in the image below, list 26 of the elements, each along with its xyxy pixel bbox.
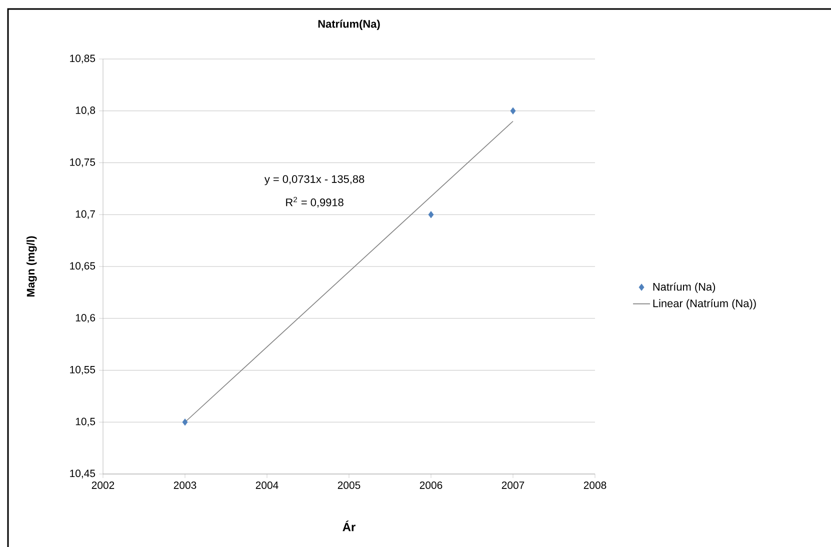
y-tick-label: 10,85 — [70, 54, 96, 64]
y-tick-label: 10,6 — [76, 314, 96, 323]
legend-label: Natríum (Na) — [653, 282, 716, 293]
point — [428, 211, 434, 218]
x-tick-label: 2003 — [174, 482, 196, 489]
x-tick-label: 2006 — [420, 482, 442, 489]
point — [510, 107, 516, 114]
y-tick-label: 10,55 — [70, 366, 96, 375]
annotation: y = 0,0731x - 135,88 — [264, 175, 364, 186]
chart-title: Natríum(Na) — [318, 20, 380, 30]
y-tick-label: 10,5 — [76, 418, 96, 426]
x-tick-label: 2004 — [256, 482, 278, 489]
x-tick-label: 2007 — [502, 482, 524, 489]
x-tick-label: 2002 — [92, 482, 114, 489]
x-axis-title: Ár — [342, 520, 356, 532]
point — [182, 418, 188, 426]
y-axis-title: Magn (mg/l) — [26, 236, 37, 297]
y-tick-label: 10,7 — [76, 210, 95, 219]
y-tick-label: 10,45 — [70, 470, 96, 478]
y-tick-label: 10,65 — [70, 262, 96, 271]
annotation: R$^{2}$ = 0,9918 — [286, 196, 344, 208]
x-tick-label: 2005 — [338, 482, 360, 489]
legend-label: Linear (Natríum (Na)) — [653, 299, 756, 310]
y-tick-label: 10,75 — [70, 158, 96, 168]
y-tick-label: 10,8 — [76, 106, 96, 116]
x-tick-label: 2008 — [584, 482, 606, 489]
